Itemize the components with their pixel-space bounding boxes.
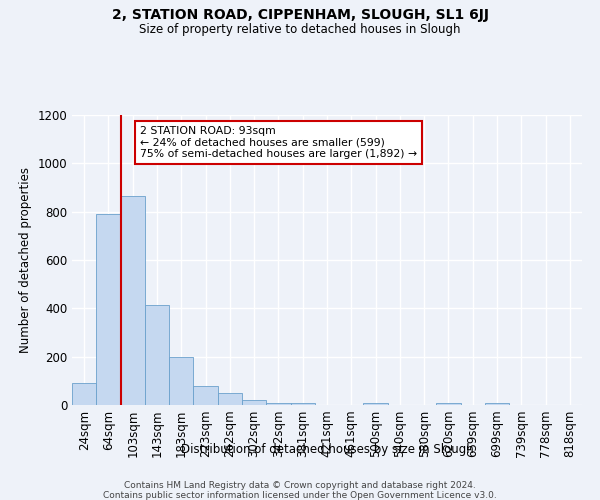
Text: Distribution of detached houses by size in Slough: Distribution of detached houses by size … (181, 442, 473, 456)
Bar (364, 402, 388, 405)
Bar (242, 400, 266, 405)
Text: Contains HM Land Registry data © Crown copyright and database right 2024.: Contains HM Land Registry data © Crown c… (124, 481, 476, 490)
Text: 2 STATION ROAD: 93sqm
← 24% of detached houses are smaller (599)
75% of semi-det: 2 STATION ROAD: 93sqm ← 24% of detached … (140, 126, 417, 159)
Y-axis label: Number of detached properties: Number of detached properties (19, 167, 32, 353)
Bar (266, 402, 290, 405)
Bar (218, 393, 242, 405)
Text: Contains public sector information licensed under the Open Government Licence v3: Contains public sector information licen… (103, 491, 497, 500)
Text: Size of property relative to detached houses in Slough: Size of property relative to detached ho… (139, 22, 461, 36)
Bar (96, 214, 121, 405)
Text: 2, STATION ROAD, CIPPENHAM, SLOUGH, SL1 6JJ: 2, STATION ROAD, CIPPENHAM, SLOUGH, SL1 … (112, 8, 488, 22)
Bar (290, 402, 315, 405)
Bar (72, 383, 96, 405)
Bar (121, 196, 145, 405)
Bar (485, 402, 509, 405)
Bar (169, 356, 193, 405)
Bar (436, 402, 461, 405)
Bar (193, 386, 218, 405)
Bar (145, 304, 169, 405)
